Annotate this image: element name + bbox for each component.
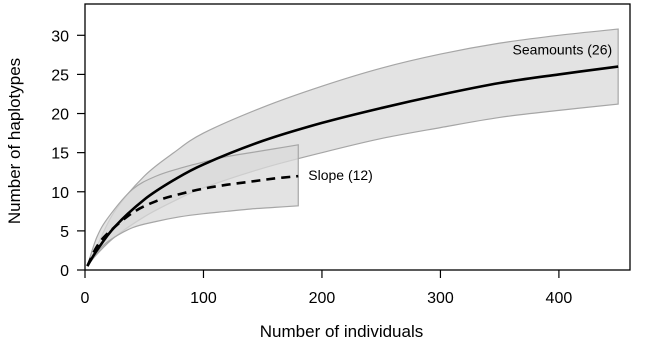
y-tick-label: 5 xyxy=(60,224,69,241)
x-tick-label: 400 xyxy=(546,290,573,307)
y-tick-label: 30 xyxy=(51,28,69,45)
x-tick-label: 100 xyxy=(190,290,217,307)
x-tick-label: 200 xyxy=(309,290,336,307)
confidence-bands xyxy=(86,28,619,267)
x-tick-label: 300 xyxy=(427,290,454,307)
confidence-band-seamounts xyxy=(86,28,619,267)
y-tick-label: 15 xyxy=(51,146,69,163)
series-lines xyxy=(86,65,619,267)
y-tick-label: 10 xyxy=(51,185,69,202)
series-line-slope xyxy=(86,174,299,267)
plot-frame xyxy=(84,3,631,271)
y-tick-label: 0 xyxy=(60,263,69,280)
series-labels: Seamounts (26) Slope (12) xyxy=(308,42,612,184)
x-axis-title: Number of individuals xyxy=(260,322,423,341)
y-tick-label: 20 xyxy=(51,107,69,124)
axis-ticks: 0 100 200 300 400 0 5 10 15 20 25 30 xyxy=(51,28,572,307)
y-axis-title: Number of haplotypes xyxy=(5,58,24,224)
y-tick-label: 25 xyxy=(51,67,69,84)
confidence-band-slope xyxy=(86,144,299,267)
series-label-slope: Slope (12) xyxy=(308,167,373,183)
x-tick-label: 0 xyxy=(81,290,90,307)
series-label-seamounts: Seamounts (26) xyxy=(513,42,613,58)
